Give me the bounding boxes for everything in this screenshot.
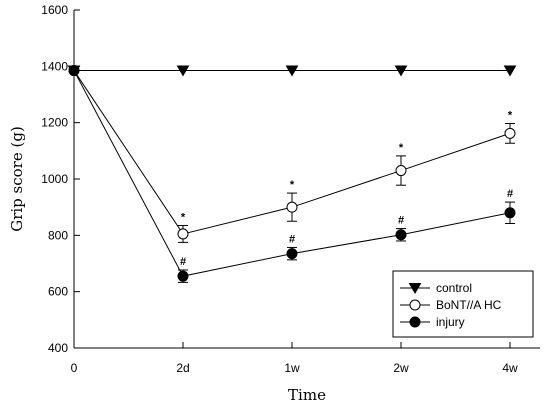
x-tick-label: 2d (176, 361, 189, 375)
x-axis-title: Time (288, 386, 326, 404)
legend-marker-injury (409, 316, 421, 328)
legend-marker-control (408, 283, 422, 294)
y-tick-label: 800 (48, 228, 68, 242)
y-ticks: 400 600 800 1000 1200 1400 1600 (41, 3, 80, 355)
y-tick-label: 400 (48, 341, 68, 355)
y-tick-label: 1200 (41, 116, 68, 130)
data-point-control (176, 65, 190, 77)
series-layer: * * * * # # # # (67, 65, 517, 283)
x-tick-label: 1w (284, 361, 300, 375)
data-point-control (394, 65, 408, 77)
y-tick-label: 1400 (41, 59, 68, 73)
data-point-injury (395, 229, 407, 241)
y-tick-label: 1000 (41, 172, 68, 186)
data-point-injury (286, 248, 298, 260)
legend-label-injury: injury (436, 315, 465, 329)
annotation-bont-a-hc: * (508, 110, 513, 122)
legend-label-bont-a-hc: BoNT//A HC (436, 298, 502, 312)
data-point-bont-a-hc (286, 201, 298, 213)
data-point-injury (68, 65, 80, 77)
series-control (67, 65, 517, 77)
data-point-control (285, 65, 299, 77)
x-tick-label: 2w (393, 361, 409, 375)
data-point-control (503, 65, 517, 77)
y-axis-title: Grip score (g) (8, 126, 26, 232)
data-point-injury (177, 270, 189, 282)
annotation-injury: # (289, 233, 295, 245)
data-point-bont-a-hc (177, 228, 189, 240)
series-bont-a-hc: * * * * (68, 65, 516, 243)
legend-label-control: control (436, 281, 472, 295)
x-ticks: 0 2d 1w 2w 4w (71, 342, 518, 375)
legend-marker-bont-a-hc (409, 299, 421, 311)
annotation-injury: # (507, 188, 513, 200)
series-injury: # # # # (68, 65, 516, 283)
annotation-injury: # (398, 215, 404, 227)
data-point-injury (504, 207, 516, 219)
data-point-bont-a-hc (395, 165, 407, 177)
x-tick-label: 0 (71, 361, 78, 375)
legend: control BoNT//A HC injury (392, 270, 534, 338)
x-tick-label: 4w (502, 361, 518, 375)
y-tick-label: 1600 (41, 3, 68, 17)
y-tick-label: 600 (48, 285, 68, 299)
annotation-injury: # (180, 256, 186, 268)
annotation-bont-a-hc: * (181, 211, 186, 223)
annotation-bont-a-hc: * (399, 142, 404, 154)
annotation-bont-a-hc: * (290, 179, 295, 191)
data-point-bont-a-hc (504, 127, 516, 139)
